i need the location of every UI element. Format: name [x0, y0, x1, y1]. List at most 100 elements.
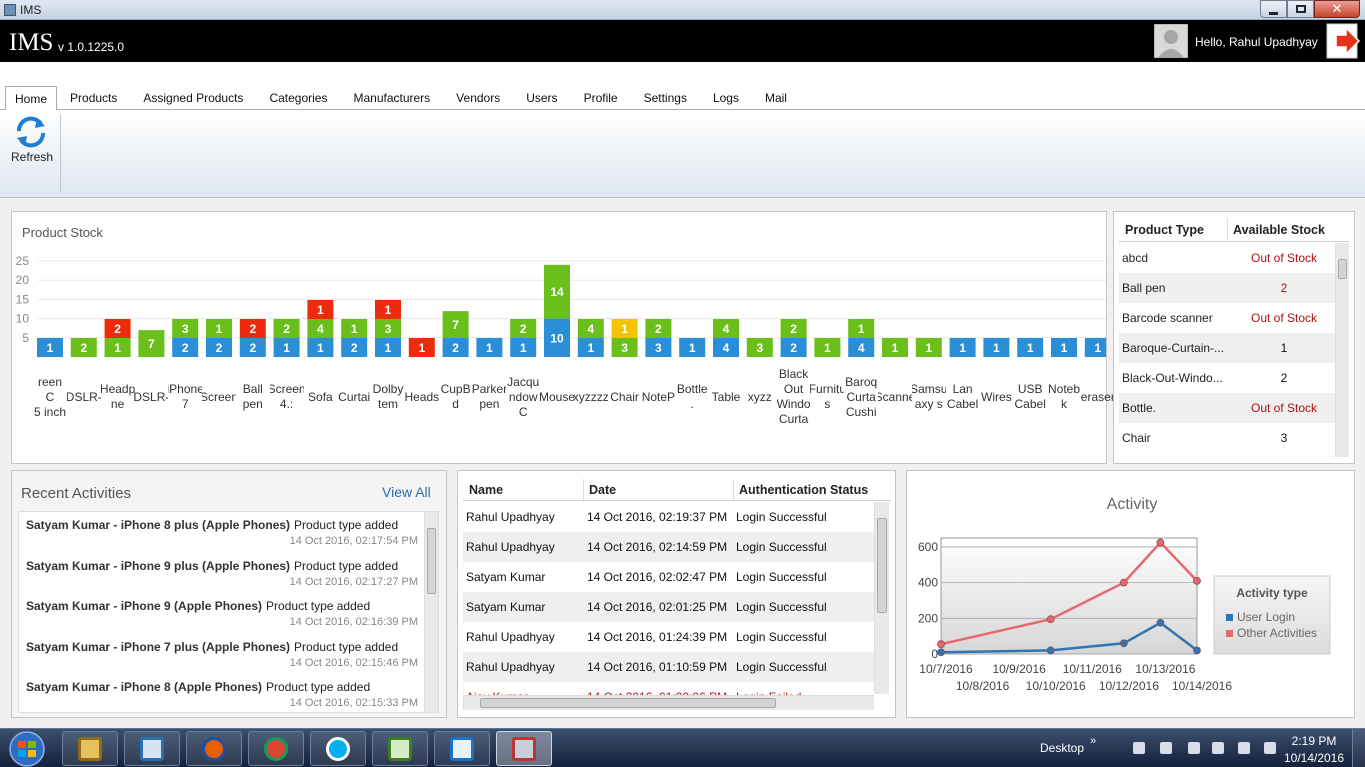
tray-icon[interactable] [1212, 742, 1224, 754]
bar-segment [138, 330, 165, 357]
taskbar-app[interactable] [124, 731, 180, 766]
tray-icon[interactable] [1133, 742, 1145, 754]
bar-value-label: 1 [858, 322, 865, 336]
taskbar-app-icon [78, 737, 102, 761]
logout-button[interactable] [1326, 23, 1362, 59]
bar-segment [239, 338, 266, 357]
login-status: Login Successful [736, 540, 827, 554]
x-tick-label: Screen 4.: [269, 382, 304, 411]
bar-segment [611, 319, 638, 338]
y-tick-label: 0 [931, 647, 938, 661]
refresh-icon[interactable] [13, 114, 49, 150]
tab[interactable]: Assigned Products [143, 91, 244, 105]
bar-value-label: 2 [114, 322, 121, 336]
column-header: Product Type [1125, 223, 1204, 237]
x-tick-label: iPhone 7 [168, 382, 203, 411]
taskbar-app[interactable] [248, 731, 304, 766]
table-row: Baroque-Curtain-... 1 [1119, 333, 1335, 363]
bar-value-label: 1 [520, 341, 527, 355]
x-tick-label: xyzzzz [573, 389, 608, 404]
bar-value-label: 2 [182, 341, 189, 355]
tray-icon[interactable] [1238, 742, 1250, 754]
activity-time: 14 Oct 2016, 02:17:27 PM [289, 575, 418, 588]
available-stock: Out of Stock [1250, 311, 1318, 325]
product-type: abcd [1122, 251, 1149, 265]
tab[interactable]: Profile [583, 91, 618, 105]
activity-panel: Activity Activity type 0 200 400 600 10/7/20… [906, 470, 1355, 718]
bar-value-label: 1 [892, 341, 899, 355]
login-status: Login Successful [736, 510, 827, 524]
bar-value-label: 1 [621, 322, 628, 336]
tab[interactable]: Vendors [456, 91, 501, 105]
window-title: IMS [20, 3, 42, 17]
clock-date[interactable]: 10/14/2016 [1283, 751, 1345, 765]
legend-label: User Login [1237, 610, 1295, 624]
activity-item: Satyam Kumar - iPhone 9 (Apple Phones) Pr… [26, 599, 370, 613]
close-button[interactable]: ✕ [1314, 0, 1360, 18]
column-header: Available Stock [1233, 223, 1325, 237]
toolbar-arrow[interactable]: » [1090, 735, 1097, 747]
data-point [1193, 646, 1201, 655]
x-tick-label: Parker pen [472, 382, 507, 411]
x-tick-label: 10/13/2016 [1135, 662, 1195, 676]
view-all-link[interactable]: View All [382, 484, 431, 500]
scrollbar[interactable] [1335, 243, 1349, 457]
product-type: Barcode scanner [1122, 311, 1213, 325]
login-name: Satyam Kumar [466, 570, 546, 584]
start-button[interactable] [6, 730, 48, 767]
horizontal-scrollbar[interactable] [463, 695, 874, 710]
app-name: IMS [9, 29, 54, 56]
show-desktop[interactable] [1352, 729, 1365, 767]
tab[interactable]: Categories [269, 91, 328, 105]
scrollbar[interactable] [874, 502, 889, 694]
login-name: Ajay Kumar [466, 682, 528, 695]
bar-value-label: 2 [216, 341, 223, 355]
tab[interactable]: Users [526, 91, 558, 105]
tab[interactable]: Home [5, 86, 58, 111]
login-date: 14 Oct 2016, 01:10:59 PM [587, 660, 728, 674]
tab[interactable]: Products [70, 91, 118, 105]
bar-segment [577, 319, 604, 338]
bar-value-label: 3 [385, 322, 392, 336]
tab[interactable]: Mail [764, 91, 787, 105]
taskbar-app[interactable] [372, 731, 428, 766]
available-stock: 3 [1280, 431, 1288, 445]
refresh-label[interactable]: Refresh [11, 150, 54, 164]
x-tick-label: Dolby tem [372, 382, 404, 411]
bar-value-label: 2 [249, 341, 256, 355]
tray-icon[interactable] [1264, 742, 1276, 754]
taskbar-app[interactable] [310, 731, 366, 766]
taskbar-app[interactable] [496, 731, 552, 766]
x-tick-label: 10/10/2016 [1026, 679, 1086, 693]
x-tick-label: 10/7/2016 [919, 662, 973, 676]
taskbar-app[interactable] [186, 731, 242, 766]
bar-value-label: 1 [114, 341, 121, 355]
desktop-toolbar[interactable]: Desktop [1040, 741, 1085, 755]
app-version: v 1.0.1225.0 [58, 40, 125, 54]
table-row: Satyam Kumar 14 Oct 2016, 02:02:47 PM Logi… [463, 562, 874, 592]
taskbar-app[interactable] [62, 731, 118, 766]
tab[interactable]: Settings [643, 91, 687, 105]
bar-segment [206, 338, 232, 357]
tab[interactable]: Logs [712, 91, 739, 105]
clock-time[interactable]: 2:19 PM [1291, 734, 1337, 748]
column-header: Date [589, 483, 617, 497]
bar-segment [273, 319, 300, 338]
tray-icon[interactable] [1160, 742, 1172, 754]
bar-value-label: 1 [993, 341, 1000, 355]
activity-time: 14 Oct 2016, 02:17:54 PM [289, 535, 418, 547]
activity-chart: Activity Activity type 0 200 400 600 10/7/20… [918, 496, 1331, 693]
tab[interactable]: Manufacturers [353, 91, 431, 105]
minimize-button[interactable] [1260, 0, 1287, 18]
bar-value-label: 3 [756, 341, 763, 355]
maximize-button[interactable] [1287, 0, 1314, 18]
login-status: Login Failed [736, 682, 801, 695]
taskbar-app[interactable] [434, 731, 490, 766]
scrollbar[interactable] [424, 512, 438, 712]
login-date: 14 Oct 2016, 02:01:25 PM [587, 600, 728, 614]
tray-icon[interactable] [1188, 742, 1200, 754]
bar-value-label: 1 [216, 322, 223, 336]
bar-value-label: 1 [385, 341, 392, 355]
bar-segment [510, 338, 537, 357]
bar-segment [780, 319, 807, 338]
